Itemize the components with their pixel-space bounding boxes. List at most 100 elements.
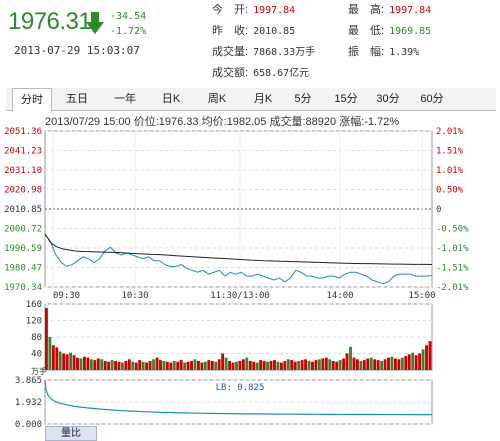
volume-bar — [248, 360, 252, 370]
prev-close-value: 2010.85 — [253, 26, 296, 37]
percent-axis-label: 0.50% — [436, 185, 464, 195]
tab-weekly-k[interactable]: 周K — [207, 93, 227, 105]
tab-five-day[interactable]: 五日 — [66, 93, 88, 105]
volume-bar — [107, 361, 111, 370]
volume-bar — [96, 358, 100, 370]
volume-bar — [207, 360, 211, 370]
volume-bar — [342, 358, 346, 370]
price-axis-label: 2051.36 — [4, 127, 42, 137]
volume-bar — [48, 337, 52, 370]
volume-bar — [210, 360, 214, 370]
volume-bar — [117, 361, 121, 370]
volume-bar — [283, 360, 287, 370]
volume-bar — [345, 353, 349, 370]
volume-axis-label: 40 — [31, 350, 42, 360]
volume-bar — [141, 361, 145, 370]
price-change: -34.54 -1.72% — [110, 9, 146, 39]
volume-bar — [197, 360, 200, 370]
amplitude-label: 振 幅: — [348, 46, 385, 58]
volume-bar — [169, 362, 173, 370]
volume-bar — [269, 360, 273, 370]
volume-bar — [100, 359, 104, 370]
price-axis-label: 2031.10 — [4, 166, 42, 176]
open-value: 1997.84 — [253, 5, 296, 16]
volume-bar — [362, 360, 366, 370]
volume-bar — [172, 360, 176, 370]
volume-bar — [65, 354, 69, 370]
volume-bar — [138, 360, 142, 370]
tab-one-year[interactable]: 一年 — [114, 93, 136, 105]
volume-bar — [83, 356, 86, 370]
volume-bar — [148, 360, 152, 370]
volume-bar — [221, 353, 225, 370]
volume-bar — [162, 360, 166, 370]
high-label: 最 高: — [348, 4, 385, 16]
volume-bar — [103, 360, 107, 370]
header-change: 涨幅:-1.72% — [339, 116, 400, 128]
volume-bar — [314, 360, 318, 370]
header-date: 2013/07/29 15:00 — [45, 116, 131, 128]
volume-bar — [224, 357, 228, 370]
volume-value: 7868.33万手 — [253, 47, 316, 58]
percent-axis-label: 1.01% — [436, 166, 464, 176]
volume-bar — [231, 362, 235, 370]
volume-bar — [131, 361, 135, 370]
volume-bar — [51, 345, 55, 370]
tab-60min[interactable]: 60分 — [420, 93, 444, 105]
volume-bar — [259, 360, 263, 370]
volume-label: 成交量: — [212, 46, 249, 58]
time-axis-label: 14:00 — [326, 291, 353, 301]
open-label: 今 开: — [212, 4, 249, 16]
volume-bar — [121, 362, 124, 370]
time-axis-label: 09:30 — [53, 291, 80, 301]
volume-bar — [324, 357, 328, 370]
volume-bar — [217, 359, 221, 370]
volume-bar — [127, 359, 131, 370]
volume-bar — [241, 359, 245, 370]
volume-bar — [255, 362, 259, 370]
time-axis-label: 10:30 — [121, 291, 148, 301]
low-label: 最 低: — [348, 25, 385, 37]
volume-bar — [390, 356, 394, 370]
volume-bar — [79, 358, 83, 370]
ratio-annotation: LB: 0.825 — [216, 383, 265, 393]
high-value: 1997.84 — [389, 5, 432, 16]
volume-bar — [383, 359, 387, 370]
tab-monthly-k[interactable]: 月K — [253, 93, 273, 105]
volume-bar — [155, 357, 159, 370]
volume-bar — [328, 359, 332, 370]
price-axis-label: 2000.72 — [4, 225, 42, 235]
volume-bar — [93, 360, 97, 370]
volume-bar — [89, 359, 93, 370]
volume-bar — [373, 359, 377, 370]
volume-bar — [124, 360, 128, 370]
volume-bar — [228, 360, 231, 370]
change-percent: -1.72% — [110, 26, 147, 37]
volume-bar — [331, 360, 335, 370]
chart-header: 2013/07/29 15:00 价位:1976.33 均价:1982.05 成… — [45, 113, 399, 129]
tab-5min[interactable]: 5分 — [294, 93, 312, 105]
volume-bar — [238, 360, 242, 370]
volume-bar — [114, 360, 117, 370]
amplitude-value: 1.39% — [389, 47, 420, 58]
tab-daily-k[interactable]: 日K — [161, 93, 181, 105]
tab-intraday[interactable]: 分时 — [12, 88, 52, 112]
volume-bar — [179, 360, 183, 370]
volume-bar — [152, 359, 155, 370]
volume-bar — [338, 360, 342, 370]
volume-bar — [300, 360, 304, 370]
volume-bar — [397, 359, 401, 370]
price-axis-label: 1970.34 — [4, 283, 42, 293]
ratio-line — [44, 379, 433, 416]
amount-value: 658.67亿元 — [253, 68, 310, 79]
tab-30min[interactable]: 30分 — [376, 93, 400, 105]
percent-axis-label: -2.01% — [436, 283, 469, 293]
tab-15min[interactable]: 15分 — [334, 93, 358, 105]
volume-unit-label: 万手 — [31, 366, 47, 376]
volume-bar — [321, 358, 325, 370]
volume-bar — [411, 352, 415, 370]
volume-bar — [369, 357, 373, 370]
volume-axis-label: 120 — [26, 317, 42, 327]
price-axis-label: 1990.59 — [4, 244, 42, 254]
